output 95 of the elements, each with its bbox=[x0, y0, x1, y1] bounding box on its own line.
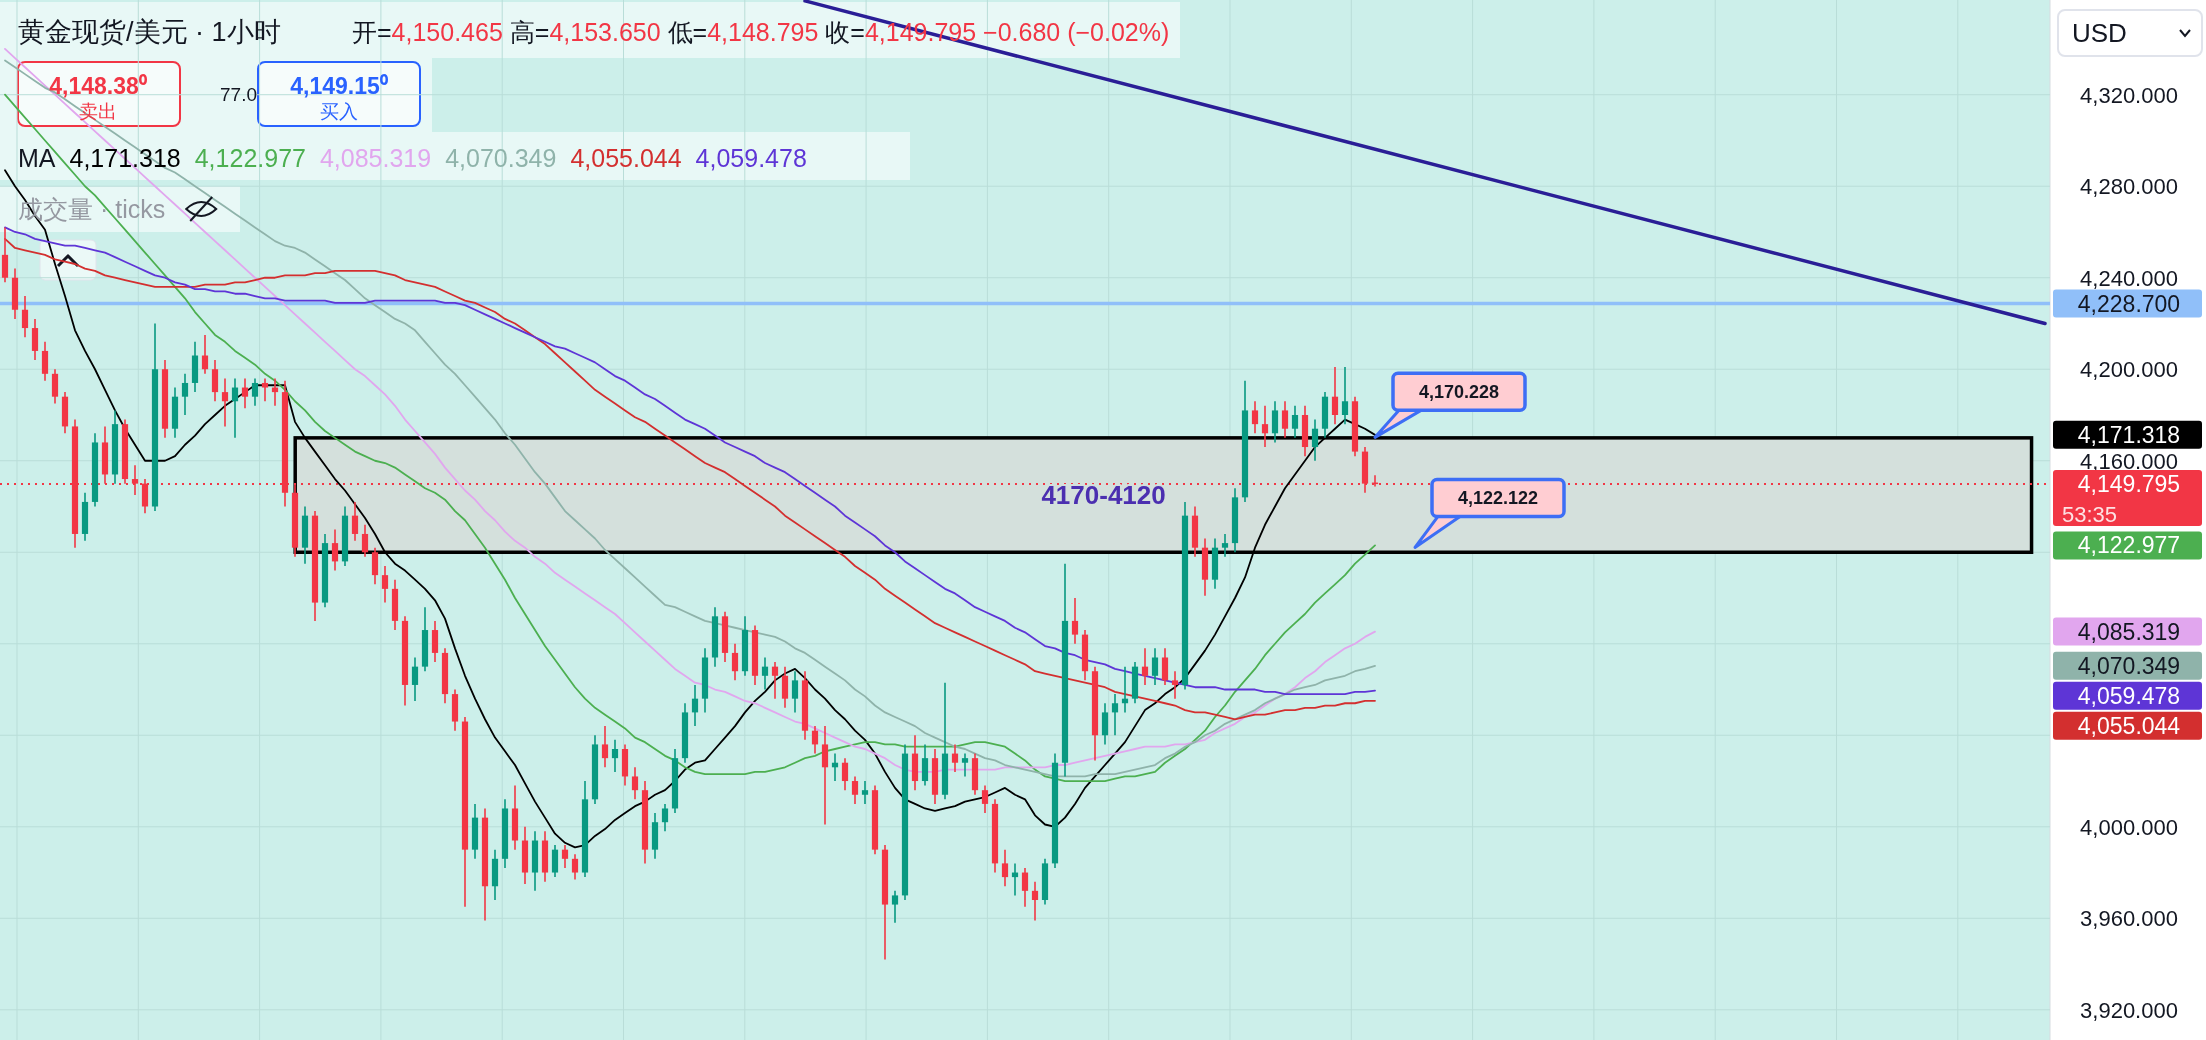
candlestick bbox=[691, 684, 699, 727]
candlestick bbox=[431, 620, 439, 663]
candlestick bbox=[1161, 647, 1169, 686]
candlestick bbox=[411, 656, 419, 702]
candlestick bbox=[851, 775, 859, 805]
candlestick bbox=[241, 377, 249, 409]
y-tick-label: 4,200.000 bbox=[2080, 357, 2178, 383]
candlestick bbox=[221, 377, 229, 428]
candlestick bbox=[551, 844, 559, 878]
legend-title: MA bbox=[18, 144, 56, 172]
candlestick bbox=[351, 501, 359, 542]
annotation: 买入 bbox=[320, 101, 358, 122]
candlestick bbox=[791, 670, 799, 714]
candlestick bbox=[1, 226, 9, 284]
candlestick bbox=[1261, 405, 1269, 448]
candlestick bbox=[811, 725, 819, 755]
candlestick bbox=[631, 766, 639, 801]
candlestick bbox=[951, 743, 959, 773]
candlestick bbox=[1221, 533, 1229, 558]
candlestick bbox=[231, 377, 239, 439]
candlestick bbox=[1021, 867, 1029, 908]
text: 4,059.478 bbox=[2077, 682, 2181, 709]
y-tick-label: 3,920.000 bbox=[2080, 997, 2178, 1023]
candlestick bbox=[1251, 400, 1259, 435]
candlestick bbox=[611, 739, 619, 773]
candlestick bbox=[771, 661, 779, 700]
text: 4,085.319 bbox=[319, 144, 432, 172]
y-tick-label: 4,000.000 bbox=[2080, 814, 2178, 840]
candlestick bbox=[561, 844, 569, 869]
text: 4,070.349 bbox=[445, 144, 557, 172]
candlestick bbox=[1001, 848, 1009, 888]
candlestick bbox=[1271, 400, 1279, 444]
text: 4,171.318 bbox=[2077, 421, 2181, 448]
band-label: 4170-4120 bbox=[1041, 480, 1166, 511]
y-tick-label: 4,160.000 bbox=[2080, 448, 2178, 474]
annotation: 4,149.15⁰ bbox=[290, 73, 389, 99]
candlestick bbox=[181, 373, 189, 416]
candlestick bbox=[211, 359, 219, 403]
candlestick bbox=[331, 528, 339, 572]
text: 4,059.478 bbox=[695, 144, 807, 172]
candlestick bbox=[201, 334, 209, 375]
ref-line-label: 4,149.795 bbox=[2077, 471, 2181, 498]
y-tick-label: 4,320.000 bbox=[2080, 82, 2178, 108]
candlestick bbox=[661, 803, 669, 833]
ref-line-label: 4,228.700 bbox=[2077, 290, 2181, 317]
annotation: 4,148.38⁰ bbox=[49, 73, 148, 99]
candlestick bbox=[1151, 647, 1159, 686]
candlestick bbox=[781, 665, 789, 709]
candlestick bbox=[1101, 702, 1109, 746]
candlestick bbox=[961, 752, 969, 778]
candlestick bbox=[51, 368, 59, 405]
annotation: 4,170.228 bbox=[1418, 382, 1500, 403]
text: 4,055.044 bbox=[2077, 712, 2181, 739]
text: 4,171.318 bbox=[69, 144, 181, 172]
candlestick bbox=[1111, 693, 1119, 737]
annotation: 77.0 bbox=[220, 84, 257, 105]
candlestick bbox=[31, 318, 39, 361]
candlestick bbox=[1141, 647, 1149, 686]
text: USD bbox=[2072, 18, 2127, 48]
candlestick bbox=[601, 725, 609, 769]
candlestick bbox=[891, 890, 899, 924]
candlestick bbox=[361, 524, 369, 558]
candlestick bbox=[41, 340, 49, 382]
candlestick bbox=[1031, 880, 1039, 922]
annotation: 4,122.122 bbox=[1457, 488, 1539, 509]
candlestick bbox=[921, 743, 929, 787]
y-tick-label: 3,960.000 bbox=[2080, 906, 2178, 932]
text: 4,122.977 bbox=[194, 144, 306, 172]
y-tick-label: 4,240.000 bbox=[2080, 265, 2178, 291]
candlestick bbox=[1291, 405, 1299, 439]
candlestick bbox=[861, 780, 869, 805]
candlestick bbox=[1331, 366, 1339, 425]
candlestick bbox=[1071, 597, 1079, 645]
candlestick bbox=[1341, 366, 1349, 425]
candlestick bbox=[371, 546, 379, 586]
text: 4,085.319 bbox=[2077, 618, 2181, 645]
candlestick bbox=[1281, 400, 1289, 439]
text: 4,070.349 bbox=[2077, 652, 2181, 679]
candlestick bbox=[731, 642, 739, 682]
candlestick bbox=[261, 377, 269, 403]
candlestick bbox=[381, 565, 389, 604]
y-tick-label: 4,280.000 bbox=[2080, 174, 2178, 200]
annotation: 卖出 bbox=[79, 101, 117, 122]
candlestick bbox=[251, 377, 259, 407]
text: 4,122.977 bbox=[2077, 532, 2181, 559]
text: 53:35 bbox=[2062, 502, 2118, 528]
candlestick bbox=[761, 656, 769, 691]
candlestick bbox=[571, 853, 579, 881]
candlestick bbox=[21, 295, 29, 339]
candlestick bbox=[981, 784, 989, 814]
candlestick bbox=[1311, 418, 1319, 462]
candlestick bbox=[841, 757, 849, 791]
candlestick bbox=[821, 725, 829, 826]
text: 4,055.044 bbox=[570, 144, 682, 172]
candlestick bbox=[1171, 670, 1179, 700]
